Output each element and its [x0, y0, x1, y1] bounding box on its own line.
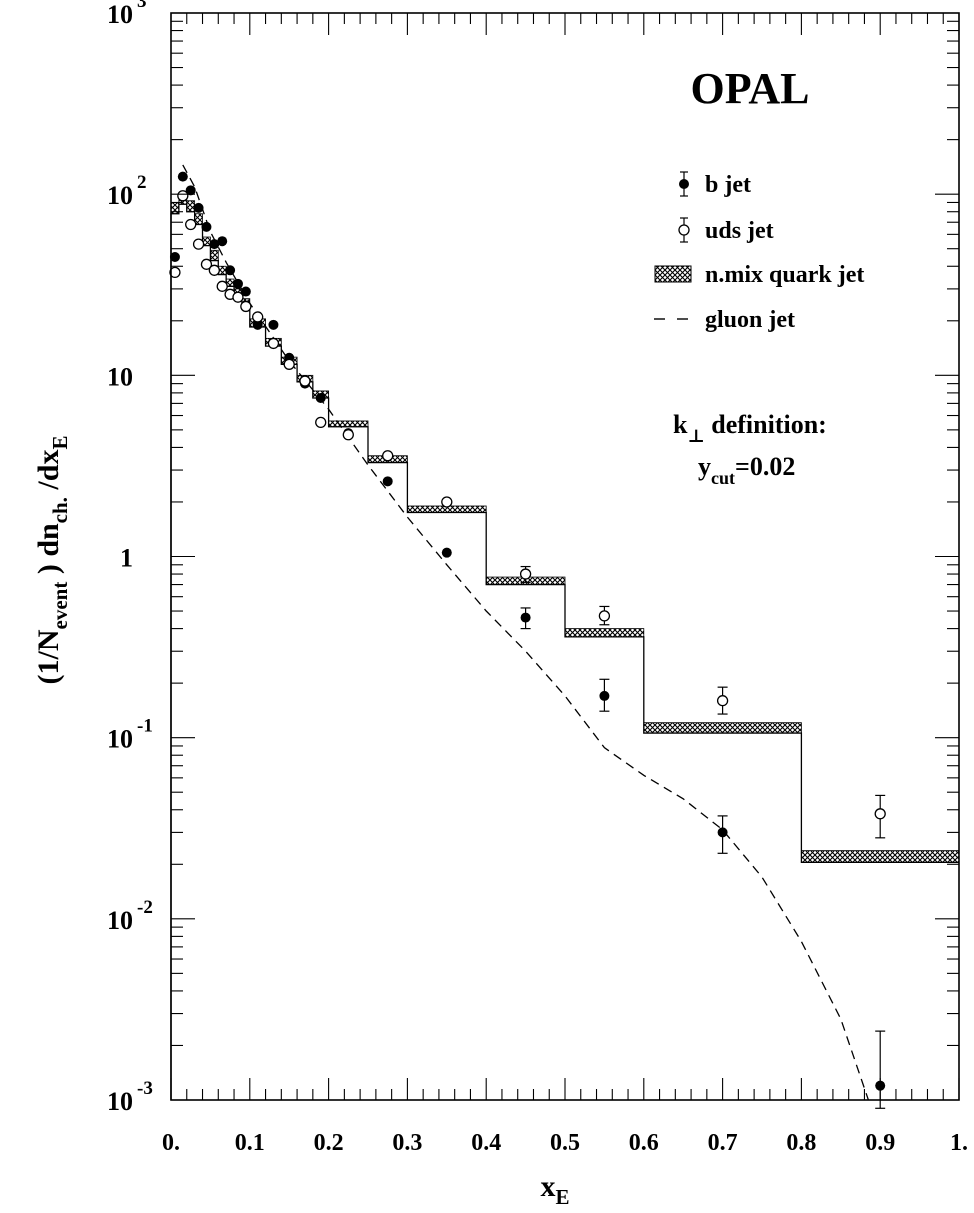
b-jet-point	[169, 251, 180, 262]
y-tick-exponent: 2	[137, 172, 147, 193]
x-tick-label: 0.7	[708, 1130, 738, 1156]
b-jet-point	[717, 827, 728, 838]
legend-marker-uds-jet	[678, 224, 690, 236]
quark-band-bin	[643, 722, 802, 734]
uds-jet-point	[382, 450, 394, 462]
y-tick-exponent: -1	[137, 716, 153, 737]
uds-jet-point	[315, 416, 327, 429]
uds-jet-point	[342, 429, 354, 441]
b-jet-point	[217, 236, 228, 247]
uds-jet-point	[267, 337, 280, 350]
b-jet-point	[252, 319, 263, 330]
uds-jet-point	[169, 266, 181, 279]
b-jet-point	[225, 265, 236, 276]
y-tick-exponent: -3	[137, 1078, 153, 1099]
chart-title: OPAL	[691, 64, 810, 113]
b-jet-point	[232, 278, 243, 289]
b-jet-point	[177, 171, 188, 182]
uds-jet-point	[208, 264, 220, 276]
x-tick-label: 0.	[162, 1130, 180, 1156]
b-jet-point	[201, 221, 212, 232]
x-tick-label: 0.5	[550, 1130, 580, 1156]
uds-jet-point	[716, 695, 729, 707]
uds-jet-point	[874, 808, 886, 820]
uds-jet-point	[598, 610, 611, 622]
quark-band-bin	[328, 420, 369, 428]
x-tick-label: 0.9	[865, 1130, 895, 1156]
b-jet-point	[441, 547, 452, 558]
uds-jet-point	[299, 375, 311, 387]
uds-jet-point	[240, 300, 252, 313]
b-jet-point	[599, 690, 610, 701]
y-tick-label: 10	[107, 1087, 133, 1116]
b-jet-point	[193, 202, 204, 213]
y-tick-label: 1	[120, 544, 133, 573]
y-tick-exponent: -2	[137, 897, 153, 918]
annotation-kt: k⊥ definition:	[673, 410, 827, 446]
uds-jet-point	[252, 311, 264, 323]
annotation-ycut: ycut=0.02	[698, 452, 795, 488]
b-jet-point	[268, 319, 279, 330]
x-tick-label: 0.1	[235, 1130, 265, 1156]
legend-label: b jet	[705, 172, 751, 198]
uds-jet-point	[200, 258, 213, 270]
x-tick-label: 0.8	[786, 1130, 816, 1156]
x-axis-label: xE	[540, 1170, 569, 1208]
uds-jet-point	[519, 568, 532, 580]
y-tick-exponent: 3	[137, 0, 147, 12]
quark-band-bin	[209, 249, 219, 261]
uds-jet-point	[441, 496, 453, 508]
legend-label: uds jet	[705, 218, 774, 244]
uds-jet-point	[177, 190, 189, 202]
quark-band-bin	[801, 850, 960, 863]
y-tick-label: 10	[107, 906, 133, 935]
x-tick-label: 0.2	[314, 1130, 344, 1156]
uds-jet-point	[283, 358, 295, 370]
uds-jet-point	[216, 280, 228, 292]
y-tick-label: 10	[107, 725, 133, 754]
uds-jet-point	[232, 291, 244, 303]
quark-band-bin	[186, 200, 196, 213]
b-jet-point	[315, 392, 326, 403]
plot-frame	[170, 12, 960, 1101]
gluon-line	[182, 164, 870, 1100]
b-jet-point	[185, 185, 196, 196]
b-jet-point	[520, 612, 531, 623]
quark-band-bin	[564, 628, 645, 638]
uds-jet-point	[192, 238, 205, 250]
x-tick-label: 0.3	[392, 1130, 422, 1156]
y-tick-label: 10	[107, 181, 133, 210]
y-tick-label: 10	[107, 362, 133, 391]
legend-label: gluon jet	[705, 307, 795, 333]
x-tick-label: 0.6	[629, 1130, 659, 1156]
b-jet-point	[209, 239, 220, 250]
legend-marker-quark-band	[654, 265, 692, 283]
legend-marker-b-jet	[679, 179, 689, 189]
y-tick-label: 10	[107, 0, 133, 29]
b-jet-point	[382, 476, 393, 487]
uds-jet-point	[185, 218, 197, 231]
y-axis-label: (1/Nevent ) dnch. /dxE	[32, 436, 72, 685]
quark-step-line	[170, 203, 959, 1100]
b-jet-point	[240, 286, 251, 297]
x-tick-label: 1.	[950, 1130, 968, 1156]
legend-label: n.mix quark jet	[705, 262, 864, 288]
x-tick-label: 0.4	[471, 1130, 501, 1156]
